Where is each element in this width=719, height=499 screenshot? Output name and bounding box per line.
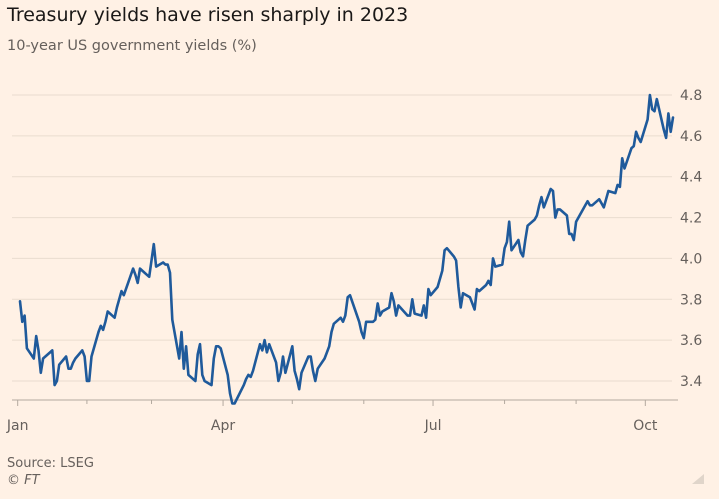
yield-series-line	[18, 93, 675, 405]
x-axis-labels: Jan Apr Jul Oct	[6, 418, 658, 434]
x-tick-label: Apr	[211, 418, 235, 434]
y-tick-label: 4.6	[680, 129, 702, 145]
y-tick-label: 4.4	[680, 170, 702, 186]
x-tick-label: Jan	[6, 418, 29, 434]
y-axis-labels: 3.4 3.6 3.8 4.0 4.2 4.4 4.6 4.8	[680, 88, 702, 390]
gridlines	[12, 94, 672, 382]
chart-title: Treasury yields have risen sharply in 20…	[7, 4, 409, 26]
y-tick-label: 3.6	[680, 333, 702, 349]
resize-corner-icon	[692, 474, 704, 484]
x-axis	[12, 399, 678, 406]
y-tick-label: 4.2	[680, 211, 702, 227]
y-tick-label: 3.4	[680, 374, 702, 390]
x-tick-label: Oct	[633, 418, 658, 434]
chart-subtitle: 10-year US government yields (%)	[7, 38, 257, 54]
y-tick-label: 4.8	[680, 88, 702, 104]
source-note: Source: LSEG	[7, 456, 94, 471]
y-tick-label: 3.8	[680, 292, 702, 308]
y-tick-label: 4.0	[680, 251, 702, 267]
x-tick-label: Jul	[424, 418, 442, 434]
ft-credit: © FT	[7, 473, 40, 488]
